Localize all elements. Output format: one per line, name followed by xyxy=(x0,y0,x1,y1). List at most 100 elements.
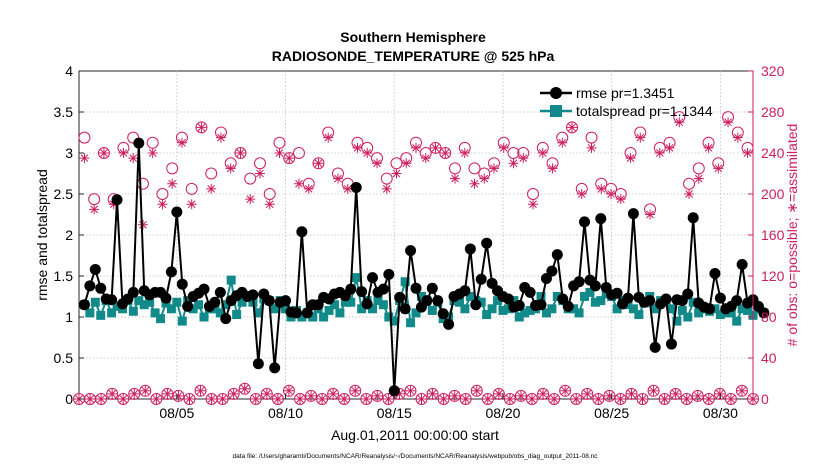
obs-possible-low-point xyxy=(503,393,516,405)
obs-assimilated-point xyxy=(732,132,743,143)
y2-tick-label: 80 xyxy=(761,309,777,325)
rmse-point xyxy=(377,283,389,295)
obs-possible-low-point xyxy=(492,387,505,400)
spread-point xyxy=(188,304,198,314)
obs-possible-low-point xyxy=(636,393,649,405)
obs-possible-low-point xyxy=(459,393,472,405)
ticks-layer: 08/05 08/10 08/15 08/20 08/25 08/30 0 0.5 1 1.5 2 2… xyxy=(54,63,785,421)
x-tick-label: 08/10 xyxy=(268,405,303,421)
rmse-point xyxy=(426,282,438,294)
spread-point xyxy=(406,318,416,328)
spread-point xyxy=(232,310,242,320)
spread-point xyxy=(634,310,644,320)
obs-assimilated-low-point xyxy=(85,394,96,404)
rmse-point xyxy=(470,299,482,311)
obs-assimilated-low-point xyxy=(582,388,593,399)
obs-possible-low-point xyxy=(724,393,737,405)
rmse-point xyxy=(595,213,607,225)
obs-possible-low-point xyxy=(592,393,605,405)
y-tick-label: 1 xyxy=(65,309,73,325)
rmse-point xyxy=(95,282,107,294)
spread-point xyxy=(590,297,600,307)
obs-assimilated-point xyxy=(323,132,334,143)
spread-point xyxy=(612,304,622,314)
rmse-point xyxy=(269,362,281,374)
obs-assimilated-low-point xyxy=(96,394,107,404)
y2-tick-label: 0 xyxy=(761,391,769,407)
spread-point xyxy=(270,304,280,314)
obs-assimilated-low-point xyxy=(162,388,173,399)
obs-possible-point xyxy=(312,157,325,170)
rmse-point xyxy=(367,272,379,284)
rmse-point xyxy=(459,285,471,297)
obs-possible-point xyxy=(185,182,198,195)
obs-assimilated-low-point xyxy=(648,385,659,396)
obs-assimilated-low-point xyxy=(427,388,438,399)
obs-possible-low-point xyxy=(481,393,494,405)
obs-assimilated-low-point xyxy=(692,390,703,401)
rmse-point xyxy=(394,291,406,303)
legend-rmse-label: rmse pr=1.3451 xyxy=(576,85,675,101)
rmse-point xyxy=(410,282,422,294)
obs-assimilated-low-point xyxy=(195,385,206,396)
rmse-point xyxy=(160,292,172,304)
spread-point xyxy=(520,308,530,318)
obs-assimilated-point xyxy=(206,183,217,194)
spread-point xyxy=(427,305,437,315)
spread-point xyxy=(145,297,155,307)
rmse-point xyxy=(89,263,101,275)
obs-assimilated-low-point xyxy=(637,394,648,404)
legend-spread-marker xyxy=(550,105,562,117)
obs-assimilated-low-point xyxy=(482,394,493,404)
spread-point xyxy=(177,316,187,326)
obs-assimilated-point xyxy=(313,158,324,169)
spread-point xyxy=(536,292,546,301)
obs-assimilated-point xyxy=(89,204,100,215)
obs-assimilated-low-point xyxy=(283,385,294,396)
obs-assimilated-point xyxy=(176,137,187,148)
spread-point xyxy=(210,304,220,314)
obs-possible-point xyxy=(283,152,296,165)
rmse-point xyxy=(562,300,574,312)
rmse-point xyxy=(758,307,770,319)
obs-assimilated-low-point xyxy=(460,394,471,404)
obs-possible-low-point xyxy=(735,384,748,397)
obs-assimilated-point xyxy=(684,189,695,199)
rmse-point xyxy=(361,298,373,310)
spread-point xyxy=(400,277,410,287)
obs-assimilated-point xyxy=(225,163,236,174)
rmse-point xyxy=(731,295,743,307)
obs-possible-low-point xyxy=(271,393,284,405)
obs-assimilated-low-point xyxy=(615,394,626,404)
obs-assimilated-point xyxy=(469,178,480,189)
obs-assimilated-low-point xyxy=(129,388,140,399)
obs-assimilated-low-point xyxy=(272,394,283,404)
spread-point xyxy=(503,304,513,314)
rmse-point xyxy=(84,280,96,292)
obs-assimilated-low-point xyxy=(471,385,482,396)
spread-point xyxy=(666,304,676,314)
obs-assimilated-low-point xyxy=(317,394,328,404)
obs-assimilated-point xyxy=(489,163,500,174)
obs-assimilated-low-point xyxy=(339,394,350,404)
rmse-point xyxy=(432,295,444,307)
spread-point xyxy=(378,300,388,310)
rmse-point xyxy=(660,293,672,305)
obs-assimilated-low-point xyxy=(151,394,162,404)
obs-possible-low-point xyxy=(570,393,583,405)
rmse-point xyxy=(682,288,694,300)
spread-point xyxy=(476,297,486,307)
spread-point xyxy=(498,305,508,315)
rmse-point xyxy=(475,273,487,285)
rmse-point xyxy=(535,299,547,311)
obs-assimilated-point xyxy=(420,153,431,164)
obs-assimilated-low-point xyxy=(515,390,526,401)
obs-possible-low-point xyxy=(117,393,130,405)
obs-assimilated-point xyxy=(332,173,343,184)
obs-possible-low-point xyxy=(183,393,196,405)
obs-assimilated-low-point xyxy=(328,388,339,399)
obs-assimilated-low-point xyxy=(670,388,681,399)
obs-assimilated-low-point xyxy=(449,390,460,401)
y2-tick-label: 160 xyxy=(761,227,785,243)
rmse-point xyxy=(405,245,417,257)
